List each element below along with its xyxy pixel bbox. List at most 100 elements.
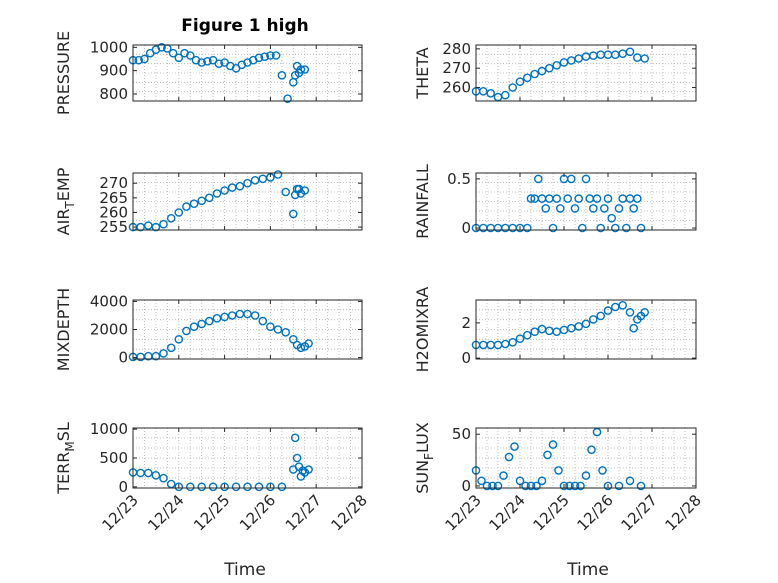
data-point bbox=[537, 66, 547, 76]
x-tick-label: 12/28 bbox=[662, 491, 705, 534]
data-point bbox=[488, 481, 497, 491]
data-point bbox=[281, 187, 291, 197]
data-point bbox=[567, 174, 576, 184]
panel-h2omixra: 0 2 H2OMIXRA bbox=[413, 287, 697, 373]
data-point bbox=[182, 326, 191, 336]
data-point bbox=[530, 69, 540, 79]
data-point bbox=[214, 59, 224, 69]
data-point bbox=[231, 482, 241, 492]
data-point bbox=[508, 337, 518, 347]
data-point bbox=[151, 222, 161, 232]
y-tick-label: 800 bbox=[99, 85, 128, 103]
data-point bbox=[600, 204, 609, 213]
data-point bbox=[197, 319, 206, 329]
data-point bbox=[523, 223, 532, 233]
data-point bbox=[189, 322, 199, 332]
data-point bbox=[260, 52, 270, 62]
data-point bbox=[633, 194, 642, 203]
data-point bbox=[629, 323, 639, 333]
data-point bbox=[548, 223, 558, 233]
data-point bbox=[614, 481, 624, 491]
data-point bbox=[254, 482, 264, 492]
data-point bbox=[581, 174, 591, 184]
data-point bbox=[140, 54, 149, 64]
data-point bbox=[227, 311, 237, 320]
data-point bbox=[477, 476, 486, 486]
data-point bbox=[486, 89, 496, 98]
y-tick-label: 4000 bbox=[90, 292, 128, 310]
data-point bbox=[212, 189, 222, 198]
y-axis-label: MIXDEPTH bbox=[54, 288, 73, 371]
data-point bbox=[227, 183, 237, 192]
data-point bbox=[629, 204, 639, 213]
x-tick-label: 12/25 bbox=[530, 491, 573, 534]
data-point bbox=[534, 174, 543, 184]
x-tick-label: 12/26 bbox=[236, 491, 279, 534]
y-tick-label: 2 bbox=[461, 314, 471, 332]
data-point bbox=[159, 349, 168, 358]
data-point bbox=[552, 194, 562, 203]
data-point bbox=[151, 351, 161, 361]
data-point bbox=[537, 476, 547, 486]
data-point bbox=[185, 482, 195, 492]
data-point bbox=[515, 77, 525, 86]
y-tick-label: 0 bbox=[118, 478, 128, 496]
data-point bbox=[235, 181, 245, 191]
data-point bbox=[622, 223, 631, 233]
data-point bbox=[603, 306, 613, 315]
data-point bbox=[204, 193, 214, 203]
data-point bbox=[523, 73, 532, 83]
data-point bbox=[197, 482, 206, 492]
data-point bbox=[250, 311, 260, 320]
data-point bbox=[581, 471, 591, 480]
y-axis-label: THETA bbox=[413, 47, 432, 99]
y-tick-label: 270 bbox=[99, 174, 128, 192]
data-point bbox=[611, 223, 620, 233]
data-point bbox=[292, 453, 302, 463]
x-tick-label: 12/27 bbox=[618, 491, 661, 534]
y-tick-label: 500 bbox=[99, 449, 128, 467]
data-point bbox=[592, 194, 602, 203]
data-point bbox=[640, 307, 650, 317]
data-point bbox=[277, 71, 287, 80]
data-point bbox=[134, 55, 143, 65]
data-point bbox=[640, 54, 650, 63]
data-point bbox=[603, 481, 613, 491]
data-point bbox=[174, 53, 184, 63]
y-tick-label: 50 bbox=[452, 425, 471, 443]
data-point bbox=[304, 339, 313, 348]
data-point bbox=[174, 334, 184, 344]
data-point bbox=[174, 482, 184, 492]
x-tick-label: 12/28 bbox=[328, 491, 371, 534]
x-tick-label: 12/25 bbox=[190, 491, 233, 534]
data-point bbox=[526, 194, 536, 203]
data-point bbox=[277, 482, 287, 492]
data-point bbox=[570, 481, 580, 491]
data-point bbox=[598, 466, 607, 475]
data-point bbox=[526, 481, 536, 491]
data-point bbox=[151, 470, 161, 480]
data-point bbox=[220, 186, 229, 195]
data-point bbox=[288, 209, 298, 219]
y-axis-label: H2OMIXRA bbox=[413, 287, 432, 373]
data-point bbox=[607, 213, 617, 223]
data-point bbox=[271, 51, 281, 60]
data-point bbox=[273, 325, 283, 334]
panel-rainfall: 0 0.5 RAINFALL bbox=[413, 164, 697, 239]
data-point bbox=[596, 223, 606, 233]
data-point bbox=[197, 196, 206, 206]
data-point bbox=[618, 300, 628, 310]
data-point bbox=[541, 204, 551, 213]
y-axis-label: TERRMSL bbox=[54, 422, 77, 495]
axes-box bbox=[475, 172, 697, 231]
data-point bbox=[290, 433, 300, 443]
x-axis-label-left: Time bbox=[223, 560, 266, 580]
data-point bbox=[552, 61, 562, 70]
data-point bbox=[300, 186, 310, 195]
data-point bbox=[565, 481, 574, 491]
data-point bbox=[294, 184, 304, 194]
